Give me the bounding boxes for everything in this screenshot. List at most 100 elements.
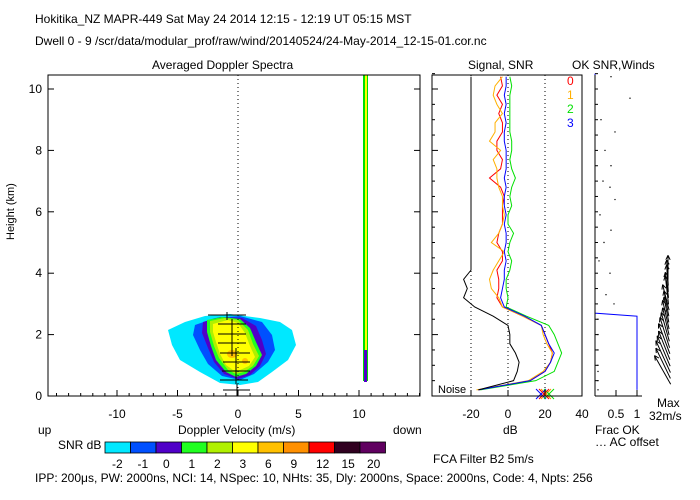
wind-arrow-shaft	[656, 335, 671, 367]
spectra-panel: -10 -5 0 5 10 0 2 4 6 8 10 Height (km) Doppler Vel…	[5, 74, 422, 437]
series-line-0	[478, 76, 553, 391]
x-tick-label: 0.5	[608, 407, 625, 421]
colorbar-swatch	[359, 441, 386, 454]
down-label: down	[393, 423, 422, 437]
colorbar-tick-label: -1	[138, 457, 149, 471]
x-marker	[543, 388, 555, 400]
colorbar-tick-label: 9	[291, 457, 298, 471]
x-marker-stroke	[538, 388, 550, 400]
up-label: up	[38, 423, 52, 437]
wind-arrow-head	[664, 264, 668, 270]
wind-arrow-shaft	[658, 323, 671, 355]
x-marker	[535, 388, 547, 400]
x-marker	[540, 388, 552, 400]
series-line-Signal	[463, 76, 520, 391]
wind-arrow-head	[661, 300, 664, 306]
legend-entry-2: 2	[567, 102, 574, 116]
colorbar-tick-label: -2	[112, 457, 123, 471]
wind-arrow	[656, 335, 671, 367]
x-tick-label: 0	[505, 407, 512, 421]
colorbar-swatch	[308, 441, 335, 454]
x-tick-label: -5	[172, 407, 183, 421]
wind-arrow-head	[655, 347, 661, 352]
wind-arrow-head	[663, 272, 666, 278]
legend-entry-1: 1	[567, 88, 574, 102]
header-title: Hokitika_NZ MAPR-449 Sat May 24 2014 12:…	[35, 12, 412, 26]
x-tick-label: 5	[295, 407, 302, 421]
wind-arrow-head	[661, 284, 664, 290]
colorbar-swatch	[104, 441, 131, 454]
wind-arrow-shaft	[664, 275, 670, 305]
wind-arrow	[665, 255, 671, 280]
colorbar-swatch	[181, 441, 208, 454]
ac-offset-dot	[610, 76, 612, 78]
ac-offset-dot	[597, 389, 599, 391]
ac-offset-dot	[599, 214, 601, 216]
y-tick-label: 2	[35, 328, 42, 342]
ac-offset-dot	[598, 260, 600, 262]
wind-arrow-head	[664, 259, 668, 265]
spectra-frame	[47, 74, 421, 397]
legend-entry-0: 0	[567, 74, 574, 88]
x-tick-label: 20	[538, 407, 552, 421]
colorbar-tick-label: 15	[342, 457, 356, 471]
colorbar-tick-label: 6	[265, 457, 272, 471]
x-tick-label: 40	[575, 407, 589, 421]
wind-arrow-head	[662, 284, 667, 289]
winds-panel: 0.5 1 Frac OK … AC offset Max 32m/s	[594, 73, 682, 449]
colorbar-tick-label: 12	[316, 457, 330, 471]
colorbar-tick-label: 2	[214, 457, 221, 471]
y-tick-label: 8	[35, 143, 42, 157]
wind-arrow	[658, 330, 671, 360]
colorbar-swatch	[334, 441, 361, 454]
params-line: IPP: 200μs, PW: 2000ns, NCI: 14, NSpec: …	[35, 471, 593, 485]
ac-offset-dot	[629, 97, 631, 99]
x-tick-label: -20	[462, 407, 480, 421]
x-tick-label: -10	[108, 407, 126, 421]
legend-entry-3: 3	[567, 116, 574, 130]
series-line-3	[478, 76, 555, 391]
x-marker	[538, 388, 550, 400]
wind-arrow	[661, 284, 670, 311]
wind-arrow	[655, 347, 671, 379]
wind-arrow	[657, 323, 671, 355]
wind-arrow-head	[665, 255, 669, 260]
wind-arrow-shaft	[666, 260, 669, 286]
colorbar-tick-label: 0	[163, 457, 170, 471]
x-marker-stroke	[543, 388, 555, 400]
colorbar-swatch	[130, 441, 157, 454]
snr-frame	[431, 74, 583, 397]
ac-offset-dot	[609, 272, 611, 274]
wind-arrow-head	[662, 296, 665, 302]
frac-ok-label: Frac OK	[595, 423, 640, 437]
ac-offset-dot	[602, 180, 604, 182]
ac-offset-dot	[610, 165, 612, 167]
y-tick-label: 4	[35, 266, 42, 280]
colorbar-swatch	[283, 441, 310, 454]
y-tick-label: 6	[35, 205, 42, 219]
wind-arrow-head	[658, 323, 663, 328]
filter-label: FCA Filter B2 5m/s	[433, 452, 534, 466]
wind-arrow-shaft	[663, 296, 670, 323]
wind-arrow-head	[654, 355, 656, 361]
ac-offset-dot	[614, 198, 616, 201]
series-line-2	[480, 76, 563, 391]
wind-arrow-head	[655, 340, 661, 344]
ac-offset-dot	[610, 229, 612, 231]
wind-arrow-shaft	[662, 300, 670, 330]
wind-arrow-shaft	[660, 312, 670, 342]
wind-arrow-shaft	[662, 284, 670, 311]
wind-arrow-head	[661, 307, 664, 313]
wind-arrow-head	[656, 335, 662, 340]
noise-label: Noise	[438, 384, 466, 396]
wind-arrow-shaft	[664, 272, 670, 298]
winds-title: OK SNR,Winds	[572, 58, 655, 72]
wind-arrow-head	[662, 290, 665, 296]
colorbar-tick-label: 20	[367, 457, 381, 471]
wind-arrow-shaft	[662, 307, 670, 336]
snr-colorbar: -2 -1 0 1 2 3 6 9 12 15 20	[104, 441, 386, 471]
ac-offset-dot	[613, 303, 615, 305]
wind-arrow-shaft	[654, 355, 672, 385]
